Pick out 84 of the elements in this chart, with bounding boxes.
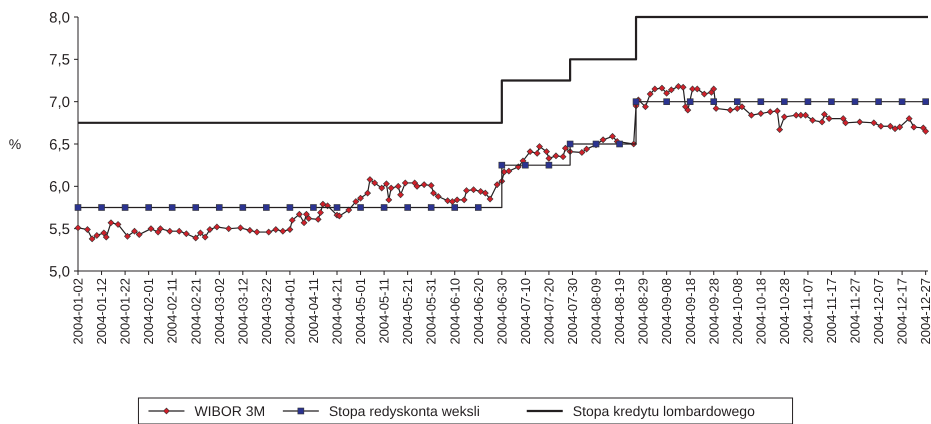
x-tick-label: 2004-03-02 <box>212 278 227 344</box>
x-tick-label: 2004-05-11 <box>376 278 392 344</box>
x-tick-label: 2004-10-18 <box>753 278 768 344</box>
point <box>898 98 906 105</box>
x-tick-label: 2004-08-29 <box>636 278 651 344</box>
point <box>286 204 294 211</box>
y-tick-label: 7,0 <box>49 94 70 111</box>
point <box>334 204 340 211</box>
x-tick-label: 2004-09-28 <box>706 278 722 344</box>
point <box>263 204 270 211</box>
x-tick-label: 2004-11-27 <box>848 278 863 344</box>
y-tick-label: 5,0 <box>49 263 70 280</box>
x-tick-label: 2004-04-21 <box>330 278 345 344</box>
x-tick-label: 2004-09-08 <box>659 278 674 344</box>
point <box>922 98 929 105</box>
y-tick-label: 6,0 <box>49 178 70 196</box>
y-tick-label: 8,0 <box>49 9 70 26</box>
point <box>758 98 764 105</box>
x-tick-label: 2004-08-09 <box>588 278 604 344</box>
x-tick-label: 2004-05-31 <box>424 278 439 344</box>
point <box>852 98 858 105</box>
x-tick-label: 2004-06-10 <box>447 278 462 344</box>
point <box>192 204 200 211</box>
point <box>168 204 176 211</box>
legend-label: Stopa redyskonta weksli <box>328 402 480 419</box>
x-tick-label: 2004-12-07 <box>871 278 886 344</box>
point <box>145 204 152 211</box>
x-tick-label: 2004-07-20 <box>541 278 556 344</box>
y-tick-label: 6,5 <box>49 136 70 154</box>
x-tick-label: 2004-11-07 <box>800 278 816 344</box>
point <box>566 140 574 148</box>
point <box>804 98 812 105</box>
point <box>781 98 788 105</box>
point <box>122 204 128 211</box>
x-tick-label: 2004-04-11 <box>306 278 322 344</box>
point <box>240 204 246 211</box>
point <box>474 204 482 211</box>
point <box>875 98 882 105</box>
point <box>632 98 640 105</box>
x-tick-label: 2004-09-18 <box>682 278 698 344</box>
point <box>498 162 506 168</box>
point <box>663 98 670 105</box>
point <box>546 162 552 168</box>
x-tick-label: 2004-07-30 <box>565 278 580 344</box>
point <box>404 204 411 211</box>
x-tick-label: 2004-05-21 <box>400 278 416 344</box>
y-tick-label: 7,5 <box>49 52 70 69</box>
x-tick-label: 2004-02-01 <box>141 278 156 344</box>
x-tick-label: 2004-10-08 <box>730 278 745 344</box>
point <box>710 98 718 105</box>
point <box>686 98 694 105</box>
x-tick-label: 2004-01-12 <box>94 278 110 344</box>
x-tick-label: 2004-05-01 <box>353 278 368 344</box>
point <box>357 204 364 211</box>
y-axis-title: % <box>8 136 22 152</box>
point <box>216 204 223 211</box>
x-tick-label: 2004-11-17 <box>824 278 840 344</box>
x-tick-label: 2004-06-30 <box>494 278 510 344</box>
x-tick-label: 2004-02-21 <box>188 278 204 344</box>
x-tick-label: 2004-12-27 <box>918 278 931 344</box>
point <box>380 204 388 211</box>
point <box>522 162 529 168</box>
x-tick-label: 2004-01-02 <box>70 278 86 344</box>
point <box>98 204 105 211</box>
point <box>734 98 741 105</box>
legend-label: WIBOR 3M <box>194 402 266 419</box>
legend-label: Stopa kredytu lombardowego <box>572 402 756 419</box>
x-tick-label: 2004-04-01 <box>282 278 298 344</box>
point <box>616 140 623 148</box>
x-tick-label: 2004-03-12 <box>235 278 250 344</box>
x-tick-label: 2004-07-10 <box>518 278 533 344</box>
x-tick-label: 2004-02-11 <box>164 278 180 344</box>
x-tick-label: 2004-10-28 <box>776 278 792 344</box>
point <box>310 204 317 211</box>
x-tick-label: 2004-08-19 <box>612 278 628 344</box>
point <box>74 204 82 211</box>
y-tick-label: 5,5 <box>49 220 70 238</box>
x-tick-label: 2004-06-20 <box>470 278 486 344</box>
point <box>451 204 458 211</box>
point <box>828 98 835 105</box>
x-tick-label: 2004-03-22 <box>258 278 274 344</box>
point <box>428 204 434 211</box>
x-tick-label: 2004-01-22 <box>118 278 133 344</box>
x-tick-label: 2004-12-17 <box>894 278 910 344</box>
